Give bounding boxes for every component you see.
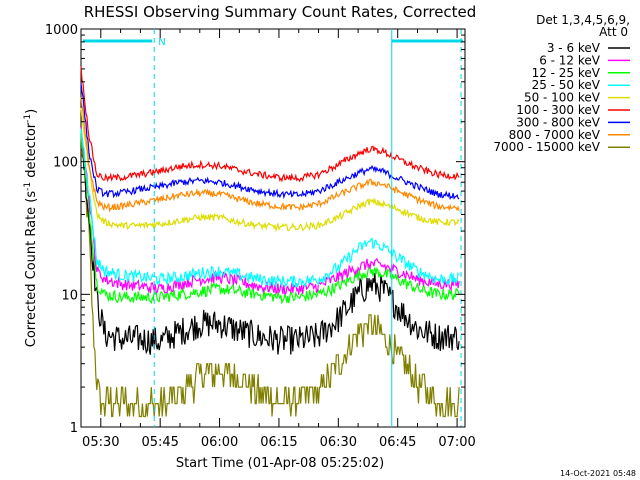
legend-entry-label: 100 - 300 keV <box>516 103 600 117</box>
legend-entry-label: 25 - 50 keV <box>532 78 601 92</box>
legend-title-line-2: Att 0 <box>599 25 628 39</box>
series-line <box>80 126 460 295</box>
y-axis: 1 10 100 1000 <box>45 23 465 436</box>
y-tick-label: 1 <box>70 421 78 436</box>
legend-entry-label: 6 - 12 keV <box>539 53 601 67</box>
series-line <box>80 128 460 288</box>
series-line <box>80 97 460 213</box>
series-7000-15000-kev <box>80 133 460 418</box>
series-line <box>80 66 460 183</box>
series-6-12-kev <box>80 126 460 295</box>
x-tick-label: 06:45 <box>379 435 416 450</box>
series-800-7000-kev <box>80 97 460 213</box>
y-tick-label: 10 <box>61 288 78 303</box>
legend-entry-label: 3 - 6 keV <box>547 41 601 55</box>
y-label-part-1: Corrected Count Rate (s <box>24 191 39 348</box>
legend-entry-label: 800 - 7000 keV <box>509 128 601 142</box>
series-12-25-kev <box>80 130 460 305</box>
series-25-50-kev <box>80 128 460 288</box>
chart-title: RHESSI Observing Summary Count Rates, Co… <box>84 3 477 21</box>
series-100-300-kev <box>80 66 460 183</box>
x-axis: 05:30 05:45 06:00 06:15 06:30 06:45 07:00 <box>80 29 476 450</box>
timestamp: 14-Oct-2021 05:48 <box>560 469 636 478</box>
series-50-100-kev <box>80 107 460 233</box>
series-3-6-kev <box>80 126 460 355</box>
series-layer <box>80 66 460 418</box>
series-line <box>80 126 460 355</box>
y-label-part-3: ) <box>24 109 39 114</box>
y-axis-label: Corrected Count Rate (s-1 detector-1) <box>23 109 39 347</box>
series-line <box>80 133 460 418</box>
x-tick-label: 05:45 <box>141 435 178 450</box>
x-tick-label: 07:00 <box>438 435 475 450</box>
legend-entry-label: 50 - 100 keV <box>524 91 601 105</box>
legend-title-line-1: Det 1,3,4,5,6,9, <box>536 13 630 27</box>
series-line <box>80 130 460 305</box>
series-line <box>80 83 460 201</box>
night-label: N <box>158 37 165 48</box>
plot-frame <box>80 28 466 428</box>
legend-entry-label: 12 - 25 keV <box>532 66 601 80</box>
x-tick-label: 05:30 <box>82 435 119 450</box>
y-tick-label: 100 <box>53 156 78 171</box>
x-tick-label: 06:00 <box>201 435 238 450</box>
y-label-part-2: detector <box>24 122 39 182</box>
legend-entry-label: 7000 - 15000 keV <box>493 140 600 154</box>
x-axis-label: Start Time (01-Apr-08 05:25:02) <box>176 456 384 471</box>
marker-layer: N <box>83 29 463 427</box>
x-tick-label: 06:30 <box>320 435 357 450</box>
y-tick-label: 1000 <box>45 23 78 38</box>
y-label-sup-2: -1 <box>23 114 33 123</box>
series-line <box>80 107 460 233</box>
legend-entry-label: 300 - 800 keV <box>516 115 600 129</box>
x-tick-label: 06:15 <box>260 435 297 450</box>
series-300-800-kev <box>80 83 460 201</box>
y-label-sup-1: -1 <box>23 182 33 191</box>
